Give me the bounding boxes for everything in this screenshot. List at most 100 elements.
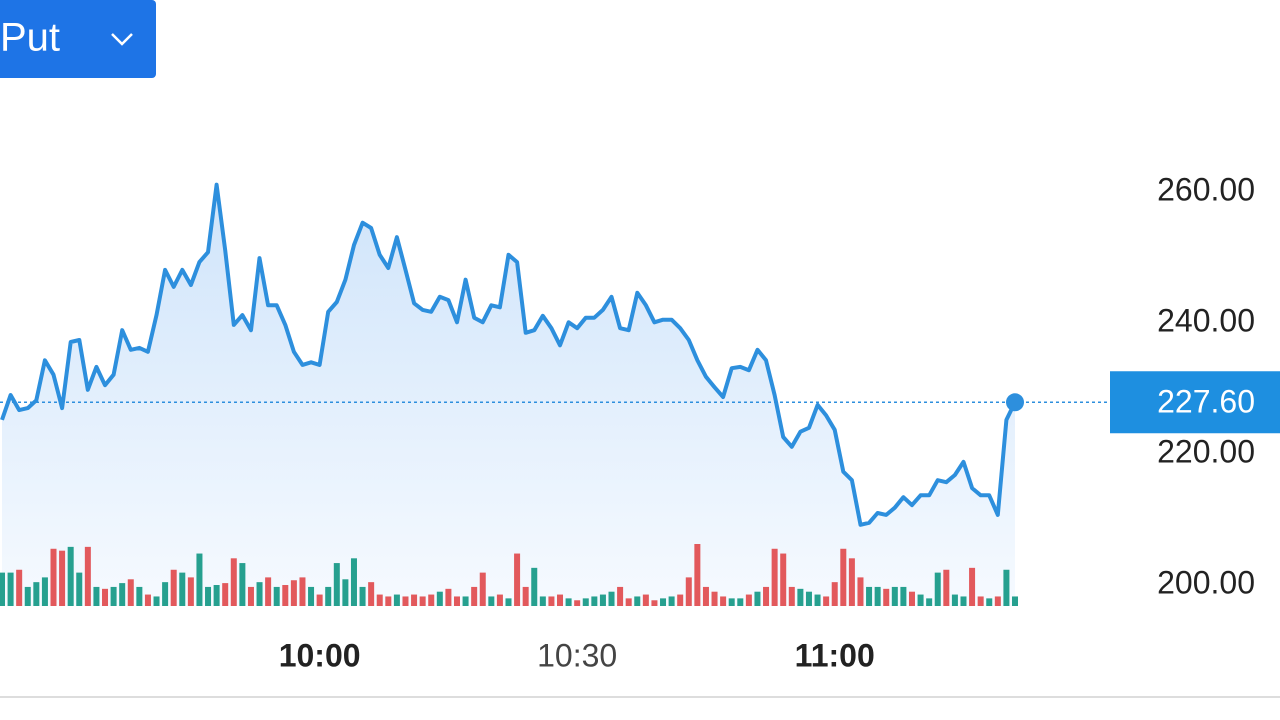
volume-bar — [960, 596, 967, 606]
volume-bar — [900, 586, 907, 606]
x-tick-label: 10:30 — [537, 637, 617, 673]
put-button[interactable] — [0, 0, 156, 78]
volume-bar — [213, 585, 220, 606]
volume-bar — [685, 577, 692, 606]
y-tick-label: 200.00 — [1157, 565, 1255, 601]
volume-bar — [162, 582, 169, 606]
volume-bar — [93, 586, 100, 606]
volume-bar — [625, 598, 632, 606]
volume-bar — [196, 553, 203, 606]
volume-bar — [368, 582, 375, 606]
volume-bar — [239, 563, 246, 606]
volume-bar — [170, 569, 177, 606]
volume-bar — [977, 596, 984, 606]
volume-bar — [110, 586, 117, 606]
volume-bar — [883, 588, 890, 606]
volume-bar — [153, 596, 160, 606]
volume-bar — [84, 546, 91, 606]
volume-bar — [754, 591, 761, 606]
last-point — [1006, 393, 1024, 412]
volume-bar — [0, 572, 6, 606]
volume-bar — [290, 580, 297, 606]
volume-bar — [565, 598, 572, 606]
x-tick-label: 11:00 — [795, 637, 875, 673]
volume-bar — [711, 591, 718, 606]
volume-bar — [969, 567, 976, 606]
volume-bar — [7, 572, 14, 606]
volume-bar — [548, 596, 555, 606]
button-label[interactable]: Put — [0, 16, 60, 60]
volume-bar — [67, 546, 74, 606]
volume-bar — [16, 569, 23, 606]
volume-bar — [840, 548, 847, 606]
volume-bar — [308, 586, 315, 606]
volume-bar — [230, 558, 237, 606]
volume-bar — [668, 596, 675, 606]
volume-bar — [745, 594, 752, 606]
area — [2, 184, 1015, 606]
volume-bar — [677, 594, 684, 606]
y-tick-label: 240.00 — [1157, 302, 1255, 338]
volume-bar — [376, 594, 383, 606]
volume-bar — [823, 596, 830, 606]
volume-bar — [359, 586, 366, 606]
volume-bar — [247, 586, 254, 606]
volume-bar — [642, 594, 649, 606]
volume-bar — [574, 600, 581, 606]
volume-bar — [797, 588, 804, 606]
volume-bar — [282, 585, 289, 606]
volume-bar — [926, 598, 933, 606]
volume-bar — [986, 598, 993, 606]
volume-bar — [24, 586, 31, 606]
volume-bar — [136, 586, 143, 606]
volume-bar — [187, 577, 194, 606]
volume-bar — [771, 548, 778, 606]
volume-bar — [436, 591, 443, 606]
volume-bar — [917, 594, 924, 606]
volume-bar — [505, 598, 512, 606]
volume-bar — [402, 596, 409, 606]
volume-bar — [891, 586, 898, 606]
volume-bar — [205, 586, 212, 606]
volume-bar — [316, 594, 323, 606]
volume-bar — [943, 569, 950, 606]
volume-bar — [805, 591, 812, 606]
volume-bar — [994, 596, 1001, 606]
chevron[interactable] — [111, 33, 133, 46]
volume-bar — [814, 594, 821, 606]
volume-bar — [634, 596, 641, 606]
volume-bar — [874, 586, 881, 606]
volume-bar — [179, 572, 186, 606]
volume-bar — [951, 594, 958, 606]
volume-bar — [531, 567, 538, 606]
volume-bar — [333, 563, 340, 606]
volume-bar — [411, 594, 418, 606]
volume-bar — [144, 594, 151, 606]
volume-bar — [419, 596, 426, 606]
volume-bar — [514, 553, 521, 606]
x-tick-label: 10:00 — [279, 637, 361, 673]
volume-bar — [728, 598, 735, 606]
volume-bar — [41, 577, 48, 606]
volume-bar — [222, 583, 229, 606]
volume-bar — [127, 579, 134, 606]
volume-bar — [557, 594, 564, 606]
volume-bar — [342, 579, 349, 606]
volume-bar — [1003, 569, 1010, 606]
volume-bar — [788, 586, 795, 606]
y-tick-label: 220.00 — [1157, 433, 1255, 469]
volume-bar — [350, 558, 357, 606]
volume-bar — [1011, 596, 1019, 606]
volume-bar — [848, 558, 855, 606]
volume-bar — [256, 582, 263, 606]
volume-bar — [445, 588, 452, 606]
volume-bar — [866, 586, 873, 606]
price-line — [0, 182, 1017, 527]
volume-bar — [488, 596, 495, 606]
volume-bar — [582, 598, 589, 606]
last-price-box — [1110, 371, 1280, 434]
volume-bar — [299, 577, 306, 606]
volume-bar — [462, 596, 469, 606]
volume-bar — [617, 586, 624, 606]
